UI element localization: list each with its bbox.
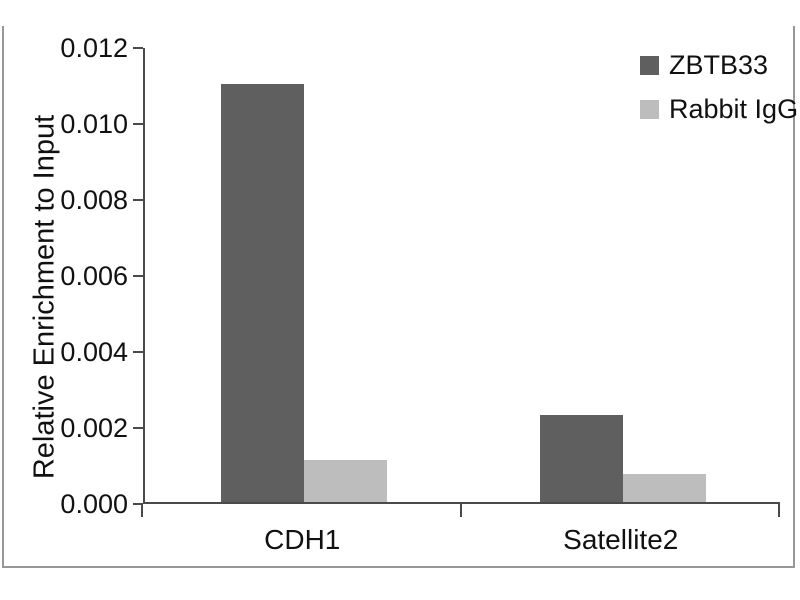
y-tick-label: 0.008 xyxy=(60,185,128,215)
plot-area xyxy=(143,48,780,504)
y-tick-mark xyxy=(133,123,143,125)
x-tick-mark xyxy=(459,504,462,517)
y-tick-label: 0.004 xyxy=(60,337,128,367)
x-category-label-cdh1: CDH1 xyxy=(264,524,341,555)
bar-satellite2-rabbit-igg xyxy=(622,473,706,502)
y-tick-mark xyxy=(133,47,143,49)
bar-cdh1-zbtb33 xyxy=(221,84,305,502)
legend-swatch-rabbit-igg xyxy=(640,100,659,119)
y-tick-mark xyxy=(133,275,143,277)
legend-label-rabbit-igg: Rabbit IgG xyxy=(669,94,799,124)
y-tick-label: 0.012 xyxy=(60,33,128,63)
legend: ZBTB33 Rabbit IgG xyxy=(640,50,798,138)
y-tick-label: 0.006 xyxy=(60,261,128,291)
bar-satellite2-zbtb33 xyxy=(539,414,623,502)
x-tick-mark xyxy=(141,504,143,517)
y-tick-mark xyxy=(133,503,143,505)
legend-item-zbtb33: ZBTB33 xyxy=(640,50,798,81)
legend-item-rabbit-igg: Rabbit IgG xyxy=(640,94,798,125)
x-tick-mark xyxy=(778,504,780,517)
y-tick-label: 0.010 xyxy=(60,109,128,139)
y-tick-label: 0.002 xyxy=(60,413,128,443)
y-tick-label: 0.000 xyxy=(60,489,128,519)
legend-label-zbtb33: ZBTB33 xyxy=(669,50,769,80)
x-category-label-satellite2: Satellite2 xyxy=(563,524,679,555)
legend-swatch-zbtb33 xyxy=(640,56,659,75)
y-tick-mark xyxy=(133,199,143,201)
bar-cdh1-rabbit-igg xyxy=(304,460,388,502)
y-tick-mark xyxy=(133,427,143,429)
y-tick-mark xyxy=(133,351,143,353)
